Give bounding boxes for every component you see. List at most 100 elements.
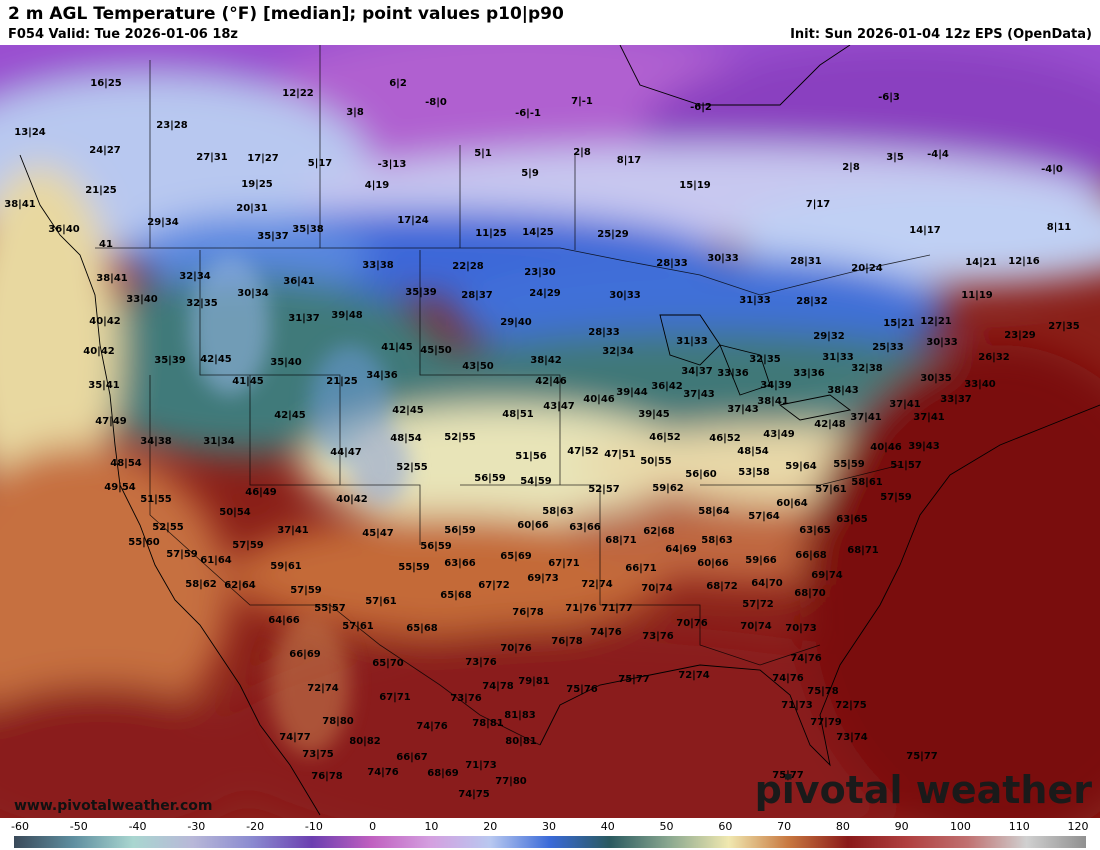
- point-value: -6|-1: [515, 108, 541, 119]
- point-value: 27|31: [196, 152, 228, 163]
- point-value: 68|71: [847, 545, 879, 556]
- point-value: 14|25: [522, 227, 554, 238]
- point-value: 2|8: [573, 147, 591, 158]
- point-value: 71|73: [781, 700, 813, 711]
- point-value: 52|55: [396, 462, 428, 473]
- point-value: 57|61: [342, 621, 374, 632]
- point-value: 48|54: [110, 458, 142, 469]
- point-value: 35|39: [154, 355, 186, 366]
- point-value: 57|59: [166, 549, 198, 560]
- point-value: 24|27: [89, 145, 121, 156]
- point-value: 60|66: [517, 520, 549, 531]
- point-value: 74|76: [772, 673, 804, 684]
- point-value: 57|72: [742, 599, 774, 610]
- point-value: 35|39: [405, 287, 437, 298]
- point-value: 75|78: [807, 686, 839, 697]
- point-value: 30|34: [237, 288, 269, 299]
- point-value: 33|37: [940, 394, 972, 405]
- point-value: 39|44: [616, 387, 648, 398]
- init-time: Init: Sun 2026-01-04 12z EPS (OpenData): [790, 27, 1092, 42]
- colorbar-tick-label: 80: [835, 820, 850, 833]
- point-value: 58|62: [185, 579, 217, 590]
- point-value: 14|21: [965, 257, 997, 268]
- point-value: 50|54: [219, 507, 251, 518]
- point-value: 55|60: [128, 537, 160, 548]
- point-value: 80|81: [505, 736, 537, 747]
- point-value: 15|21: [883, 318, 915, 329]
- website-url: www.pivotalweather.com: [14, 798, 213, 814]
- colorbar-tick-label: 120: [1067, 820, 1089, 833]
- point-value: -3|13: [378, 159, 407, 170]
- point-value: 59|61: [270, 561, 302, 572]
- point-value: 61|64: [200, 555, 232, 566]
- point-value: 45|47: [362, 528, 394, 539]
- point-value: 67|71: [379, 692, 411, 703]
- point-value: 41|45: [232, 376, 264, 387]
- point-value: 33|40: [126, 294, 158, 305]
- point-value: 38|42: [530, 355, 562, 366]
- point-value: -4|0: [1041, 164, 1063, 175]
- point-value: 40|42: [89, 316, 121, 327]
- point-value: 48|54: [390, 433, 422, 444]
- point-value: 13|24: [14, 127, 46, 138]
- point-value: 23|28: [156, 120, 188, 131]
- point-value: 30|33: [926, 337, 958, 348]
- point-value: 56|59: [420, 541, 452, 552]
- point-value: 74|76: [790, 653, 822, 664]
- point-value: 74|77: [279, 732, 311, 743]
- point-value: 12|21: [920, 316, 952, 327]
- point-value: 30|33: [707, 253, 739, 264]
- point-value: 46|52: [709, 433, 741, 444]
- colorbar-tick-label: 60: [718, 820, 733, 833]
- point-value: 17|24: [397, 215, 429, 226]
- point-value: 45|50: [420, 345, 452, 356]
- point-value: 77|80: [495, 776, 527, 787]
- point-value: 56|60: [685, 469, 717, 480]
- point-value: 70|76: [676, 618, 708, 629]
- point-value: 71|73: [465, 760, 497, 771]
- point-value: 57|64: [748, 511, 780, 522]
- point-value: 31|33: [739, 295, 771, 306]
- point-value: 74|76: [590, 627, 622, 638]
- point-value: 28|31: [790, 256, 822, 267]
- point-value: 35|38: [292, 224, 324, 235]
- point-value: 70|74: [641, 583, 673, 594]
- point-value: 39|43: [908, 441, 940, 452]
- point-value: 52|55: [152, 522, 184, 533]
- point-value: 48|51: [502, 409, 534, 420]
- point-value: 32|35: [749, 354, 781, 365]
- point-value: 60|66: [697, 558, 729, 569]
- point-value: 8|11: [1047, 222, 1072, 233]
- point-value: 37|43: [727, 404, 759, 415]
- point-value: 26|32: [978, 352, 1010, 363]
- point-value: 25|33: [872, 342, 904, 353]
- point-value: 78|81: [472, 718, 504, 729]
- point-value: 37|41: [913, 412, 945, 423]
- point-value: 75|77: [772, 770, 804, 781]
- colorbar-tick-label: 20: [483, 820, 498, 833]
- point-value: 72|74: [307, 683, 339, 694]
- point-value: 28|33: [588, 327, 620, 338]
- colorbar-tick-label: 100: [949, 820, 971, 833]
- point-value: 65|70: [372, 658, 404, 669]
- point-value: 37|41: [277, 525, 309, 536]
- point-value: 32|34: [602, 346, 634, 357]
- colorbar-tick-label: 0: [369, 820, 377, 833]
- point-value: 64|66: [268, 615, 300, 626]
- temperature-colorbar: [14, 836, 1086, 848]
- point-value: 56|59: [474, 473, 506, 484]
- point-value: -8|0: [425, 97, 447, 108]
- point-value: 40|46: [870, 442, 902, 453]
- point-value: 29|40: [500, 317, 532, 328]
- point-value: 38|41: [96, 273, 128, 284]
- point-value: 71|77: [601, 603, 633, 614]
- point-value: 68|69: [427, 768, 459, 779]
- point-value: 41|45: [381, 342, 413, 353]
- point-value: 40|42: [83, 346, 115, 357]
- point-value: 73|75: [302, 749, 334, 760]
- point-value: 17|27: [247, 153, 279, 164]
- point-value: 5|9: [521, 168, 539, 179]
- point-value: 69|74: [811, 570, 843, 581]
- point-value: 5|17: [308, 158, 333, 169]
- point-value: 67|71: [548, 558, 580, 569]
